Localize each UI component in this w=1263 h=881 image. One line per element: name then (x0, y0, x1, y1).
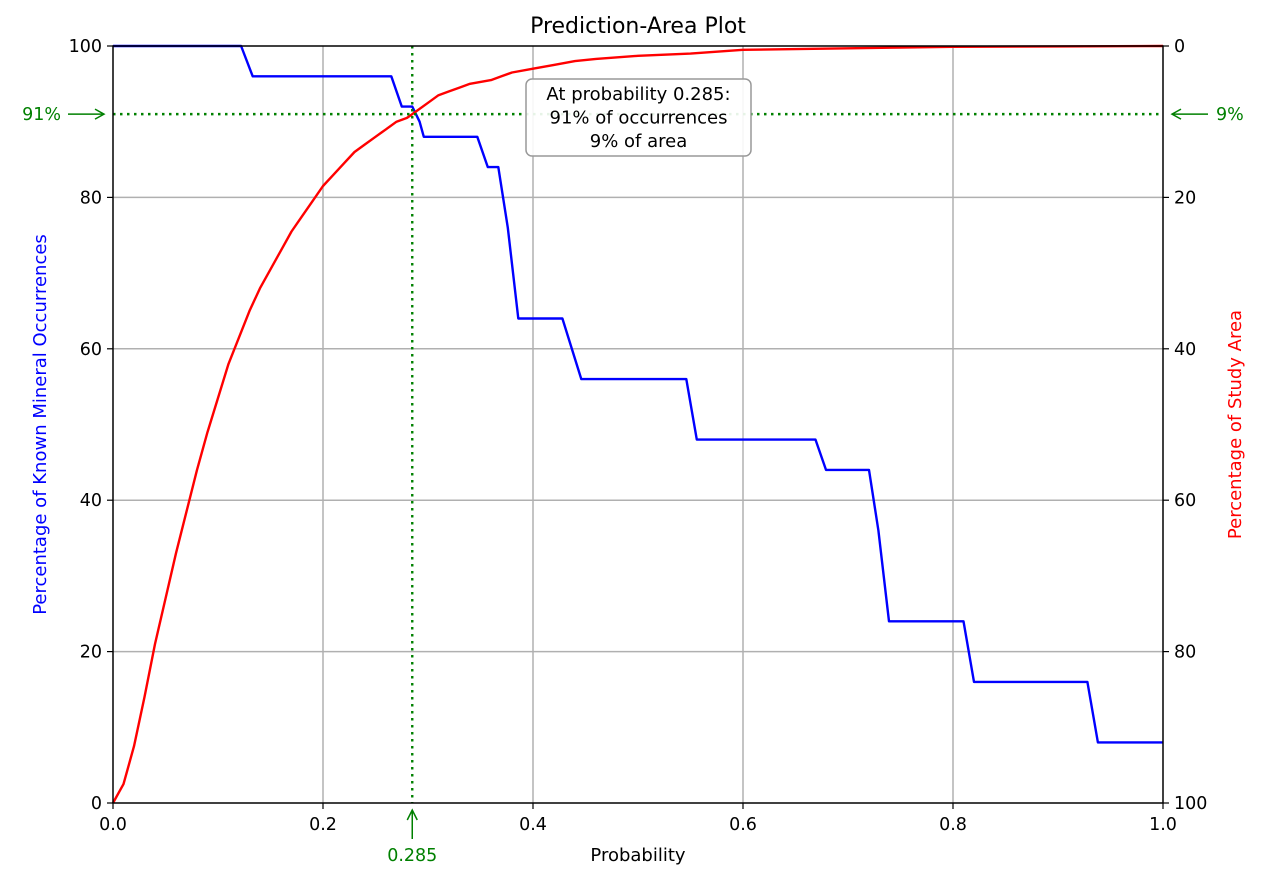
annotation-line: 9% of area (590, 131, 688, 152)
x-tick-label: 1.0 (1149, 815, 1177, 835)
y-tick-label-right: 20 (1174, 188, 1196, 208)
plot-frame (112, 45, 1164, 804)
annotation-box-bg (525, 78, 752, 157)
y-tick-label-right: 0 (1174, 37, 1185, 57)
highlight-markers: 91% 9% 0.285 (22, 46, 1244, 866)
y-tick-label-left: 20 (80, 643, 102, 663)
area-arrowhead (1170, 108, 1182, 120)
x-axis-label: Probability (590, 845, 685, 866)
tick-marks: 0.0 0.2 0.4 0.6 0.8 1.0 0 20 40 60 80 100 100 80 60 40 2… (69, 37, 1208, 835)
probability-label: 0.285 (387, 846, 437, 866)
occurrence-curve-line (113, 44, 1163, 744)
y-tick-label-right: 40 (1174, 340, 1196, 360)
annotation-line: At probability 0.285: (546, 84, 730, 105)
area-curve-line (111, 44, 1164, 804)
y-tick-label-right: 60 (1174, 491, 1196, 511)
x-tick-label: 0.4 (519, 815, 547, 835)
x-tick-label: 0.0 (99, 815, 127, 835)
y-tick-label-left: 60 (80, 340, 102, 360)
chart-title: Prediction-Area Plot (530, 14, 746, 39)
y-axis-label-left: Percentage of Known Mineral Occurrences (30, 234, 51, 615)
annotation-box: At probability 0.285: 91% of occurrences9… (525, 78, 752, 157)
x-tick-label: 0.2 (309, 815, 337, 835)
occurrence-pct-label: 91% (22, 105, 61, 125)
y-tick-label-right: 80 (1174, 643, 1196, 663)
series-lines (111, 44, 1164, 804)
y-tick-label-left: 0 (91, 794, 102, 814)
y-tick-label-left: 40 (80, 491, 102, 511)
area-pct-label: 9% (1216, 105, 1244, 125)
probability-arrowhead (406, 808, 418, 821)
x-tick-label: 0.8 (939, 815, 967, 835)
x-tick-label: 0.6 (729, 815, 757, 835)
grid-lines (113, 46, 1163, 803)
y-tick-label-right: 100 (1174, 794, 1207, 814)
axes-frame (112, 45, 1164, 804)
occurrence-arrowhead (94, 108, 106, 120)
y-tick-label-left: 100 (69, 37, 102, 57)
y-tick-label-left: 80 (80, 188, 102, 208)
annotation-line: 91% of occurrences (550, 108, 728, 129)
y-axis-label-right: Percentage of Study Area (1225, 310, 1246, 539)
